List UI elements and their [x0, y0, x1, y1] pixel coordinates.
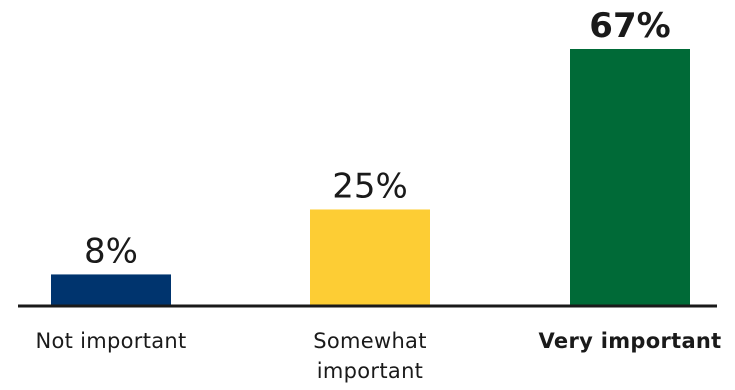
- category-label-2-line-1: Somewhat: [313, 329, 427, 353]
- bars-layer: [51, 49, 690, 305]
- category-label-3-line-1: Very important: [539, 329, 722, 353]
- bar-2: [310, 209, 430, 305]
- value-labels-layer: 8% 25% 67%: [84, 6, 671, 271]
- value-label-2: 25%: [332, 166, 408, 206]
- bar-1: [51, 274, 171, 305]
- category-label-3: Very important: [539, 329, 722, 353]
- category-label-2-line-2: important: [317, 359, 423, 383]
- bar-3: [570, 49, 690, 305]
- category-label-2: Somewhat important: [313, 329, 427, 383]
- value-label-1: 8%: [84, 231, 138, 271]
- value-label-3: 67%: [589, 6, 670, 46]
- category-label-1-line-1: Not important: [35, 329, 186, 353]
- category-labels-layer: Not important Somewhat important Very impor…: [35, 329, 721, 383]
- category-label-1: Not important: [35, 329, 186, 353]
